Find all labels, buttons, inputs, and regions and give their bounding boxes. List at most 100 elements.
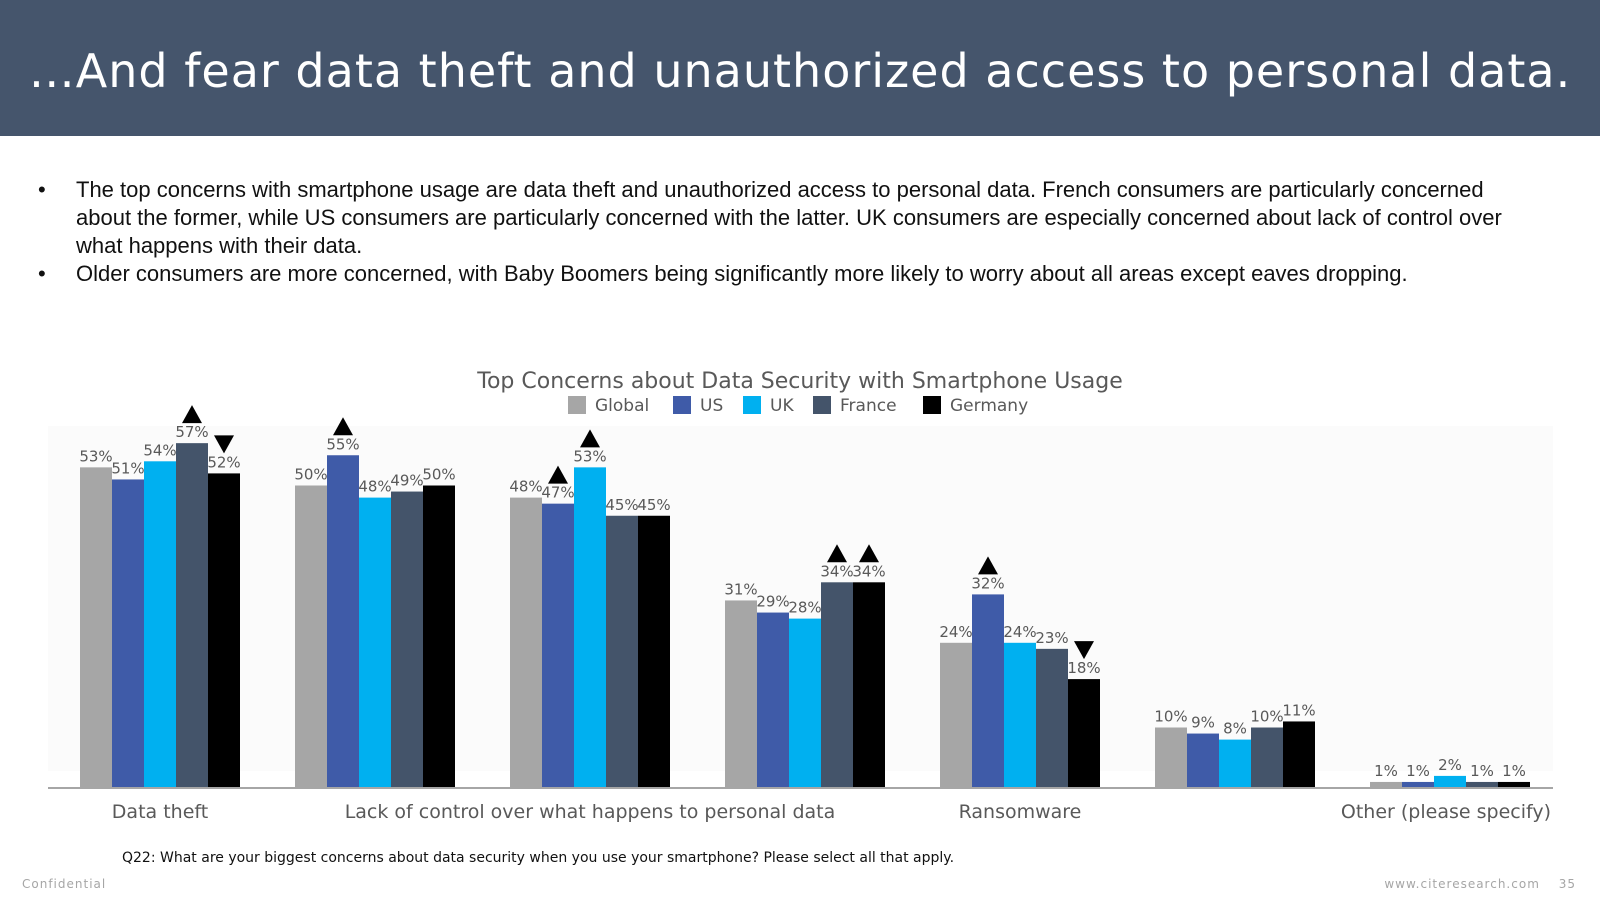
bar-global (725, 600, 757, 788)
data-label: 47% (541, 484, 574, 502)
header-bar: …And fear data theft and unauthorized ac… (0, 0, 1600, 136)
bar-germany (423, 485, 455, 788)
data-label: 45% (605, 496, 638, 514)
bar-uk (1004, 642, 1036, 788)
data-label: 2% (1438, 756, 1462, 774)
data-label: 53% (79, 447, 112, 465)
significance-up-icon (182, 405, 202, 424)
data-label: 57% (175, 423, 208, 441)
bar-us (327, 455, 359, 788)
data-label-group: 53%51%54%57%52%50%55%48%49%50%48%47%53%4… (79, 423, 1526, 780)
bar-germany (853, 582, 885, 788)
bar-uk (1434, 775, 1466, 788)
bar-france (606, 515, 638, 788)
bullet-item: • The top concerns with smartphone usage… (38, 176, 1538, 260)
data-label: 32% (971, 574, 1004, 592)
bar-germany (1498, 781, 1530, 788)
significance-up-icon (580, 429, 600, 448)
bullet-dot: • (38, 261, 46, 286)
data-label: 54% (143, 441, 176, 459)
bar-us (757, 612, 789, 788)
data-label: 8% (1223, 720, 1247, 738)
legend-swatch-germany (923, 396, 941, 414)
bar-us (542, 503, 574, 788)
bullet-text: Older consumers are more concerned, with… (76, 261, 1408, 286)
data-label: 18% (1067, 659, 1100, 677)
bar-germany (638, 515, 670, 788)
data-label: 1% (1502, 762, 1526, 780)
data-label: 50% (294, 466, 327, 484)
footer-url: www.citeresearch.com (1384, 877, 1540, 891)
bar-global (295, 485, 327, 788)
bar-us (112, 479, 144, 788)
data-label: 51% (111, 459, 144, 477)
category-label: Lack of control over what happens to per… (345, 801, 836, 823)
bullet-text: The top concerns with smartphone usage a… (76, 177, 1502, 258)
data-label: 31% (724, 580, 757, 598)
significance-up-icon (978, 556, 998, 575)
bar-global (80, 467, 112, 788)
bar-france (176, 443, 208, 788)
bar-uk (144, 461, 176, 788)
bar-us (1402, 781, 1434, 788)
data-label: 48% (358, 478, 391, 496)
bar-germany (1283, 721, 1315, 788)
legend-label-germany: Germany (950, 396, 1028, 416)
significance-markers (182, 405, 1094, 660)
data-label: 1% (1374, 762, 1398, 780)
bar-us (972, 594, 1004, 788)
data-label: 9% (1191, 714, 1215, 732)
data-label: 49% (390, 472, 423, 490)
legend-swatch-us (673, 396, 691, 414)
bar-france (391, 491, 423, 788)
bar-global (1370, 781, 1402, 788)
chart-title: Top Concerns about Data Security with Sm… (476, 369, 1123, 394)
significance-down-icon (1074, 641, 1094, 660)
bar-france (821, 582, 853, 788)
significance-down-icon (214, 435, 234, 454)
page-title: …And fear data theft and unauthorized ac… (28, 44, 1572, 98)
significance-up-icon (548, 465, 568, 484)
data-label: 23% (1035, 629, 1068, 647)
bar-uk (1219, 739, 1251, 788)
category-label: Ransomware (959, 801, 1082, 823)
legend-label-us: US (700, 396, 723, 416)
bar-global (940, 642, 972, 788)
data-label: 50% (422, 466, 455, 484)
data-label: 34% (820, 562, 853, 580)
bar-france (1251, 727, 1283, 788)
data-label: 24% (1003, 623, 1036, 641)
legend-swatch-france (813, 396, 831, 414)
bar-global (510, 497, 542, 788)
bullet-item: • Older consumers are more concerned, wi… (38, 260, 1538, 288)
data-label: 52% (207, 453, 240, 471)
legend-swatch-global (568, 396, 586, 414)
significance-up-icon (859, 544, 879, 563)
data-label: 24% (939, 623, 972, 641)
bar-uk (574, 467, 606, 788)
legend-label-global: Global (595, 396, 649, 416)
legend-label-uk: UK (770, 396, 794, 416)
bar-france (1036, 648, 1068, 788)
bar-group (80, 443, 1530, 788)
bar-germany (1068, 679, 1100, 788)
bar-france (1466, 781, 1498, 788)
category-label-group: Data theft Lack of control over what happ… (112, 801, 1551, 823)
data-label: 10% (1250, 708, 1283, 726)
survey-question: Q22: What are your biggest concerns abou… (122, 850, 955, 866)
data-label: 34% (852, 562, 885, 580)
significance-up-icon (333, 417, 353, 436)
data-label: 53% (573, 447, 606, 465)
chart-legend: Global US UK France Germany (568, 396, 1028, 416)
data-label: 11% (1282, 701, 1315, 719)
page-number: 35 (1558, 877, 1576, 891)
data-label: 10% (1154, 708, 1187, 726)
category-label: Other (please specify) (1341, 801, 1551, 823)
data-label: 28% (788, 599, 821, 617)
concerns-bar-chart: Top Concerns about Data Security with Sm… (48, 369, 1553, 823)
legend-swatch-uk (743, 396, 761, 414)
footer-confidential: Confidential (22, 877, 107, 891)
bar-germany (208, 473, 240, 788)
footer-right: www.citeresearch.com 35 (1384, 877, 1576, 891)
data-label: 45% (637, 496, 670, 514)
